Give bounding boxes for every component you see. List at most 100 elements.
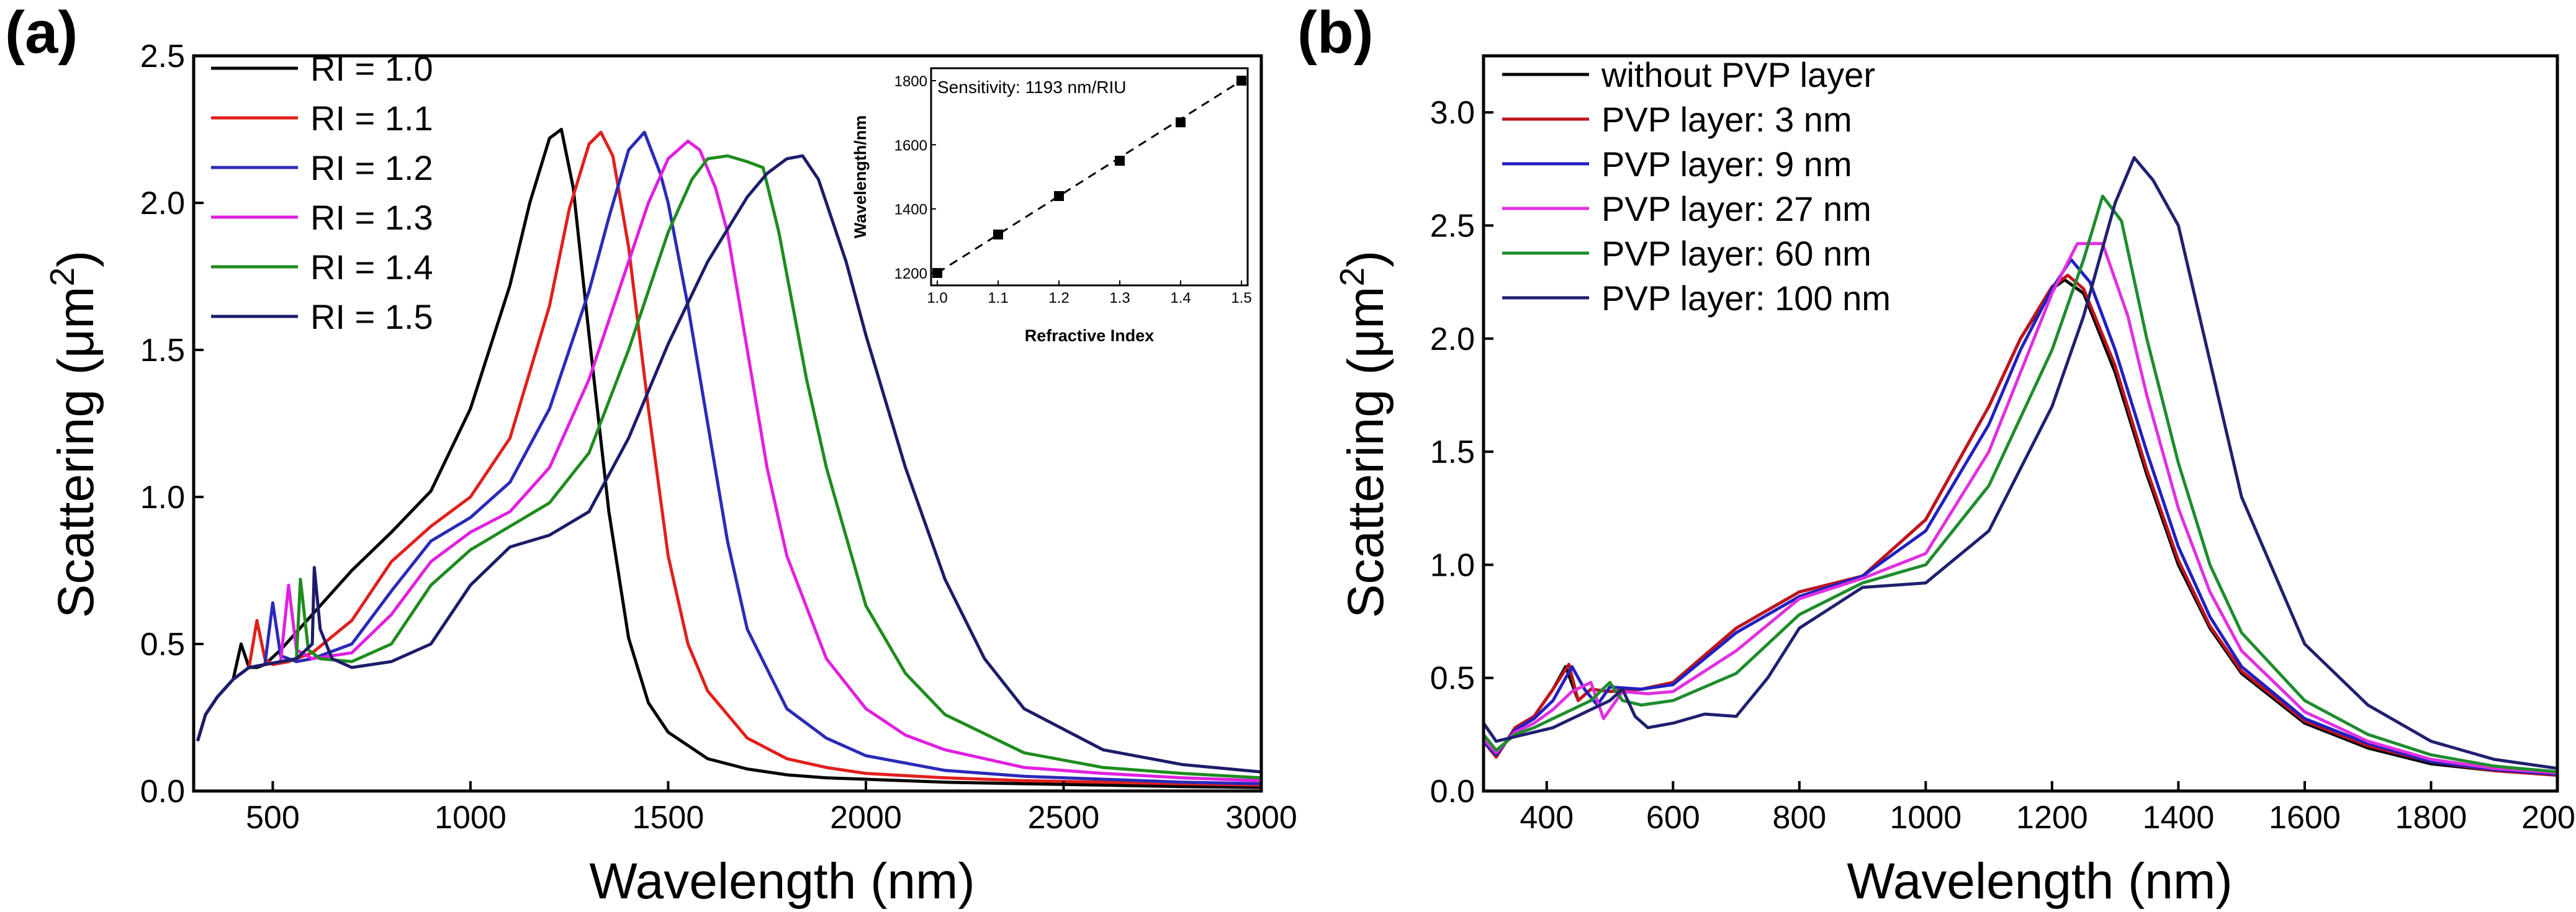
legend-label: RI = 1.5 [310, 297, 433, 336]
series-line-2 [1484, 257, 2557, 776]
inset-data-point [1236, 76, 1246, 86]
x-tick-label: 500 [246, 800, 300, 836]
panel-a-legend: RI = 1.0 RI = 1.1 RI = 1.2 RI = 1.3 RI =… [211, 49, 433, 336]
legend-label: RI = 1.1 [310, 99, 433, 138]
series-line-5 [196, 154, 1261, 774]
panel-b-plot-frame [1482, 54, 2559, 793]
inset-data-point [932, 268, 942, 278]
inset-data-point [1176, 117, 1186, 128]
inset-xlabel: Refractive Index [1025, 326, 1155, 345]
inset-x-tick-label: 1.1 [988, 290, 1008, 306]
panel-a-ylabel: Scattering (μm2) [43, 251, 104, 619]
panel-a-x-ticks: 500 1000 1500 2000 2500 3000 [246, 781, 1297, 836]
legend-entry-ri-1-2: RI = 1.2 [211, 148, 433, 187]
x-tick-label: 1800 [2395, 800, 2467, 836]
y-tick-label: 1.5 [140, 333, 185, 369]
y-tick-label: 0.0 [1430, 774, 1475, 810]
legend-entry-ri-1-0: RI = 1.0 [211, 49, 433, 88]
legend-label: RI = 1.0 [310, 49, 433, 88]
series-line-1 [1484, 274, 2557, 777]
panel-a-label: (a) [5, 0, 78, 66]
legend-label: without PVP layer [1601, 55, 1875, 94]
x-tick-label: 1400 [2143, 800, 2215, 836]
legend-label: PVP layer: 3 nm [1601, 100, 1852, 139]
legend-entry-pvp-60nm: PVP layer: 60 nm [1502, 234, 1871, 273]
legend-label: PVP layer: 9 nm [1601, 145, 1852, 184]
panel-a: (a) Scattering (μm2) Wavelength (nm) 500… [5, 0, 1297, 910]
inset-points [932, 76, 1246, 278]
y-tick-label: 0.5 [1430, 661, 1475, 697]
y-tick-label: 1.5 [1430, 434, 1475, 470]
inset-data-point [1054, 191, 1064, 201]
panel-b-ylabel: Scattering (μm2) [1333, 251, 1394, 619]
legend-entry-pvp-27nm: PVP layer: 27 nm [1502, 189, 1871, 228]
x-tick-label: 2500 [1028, 800, 1100, 836]
x-tick-label: 600 [1646, 800, 1700, 836]
y-tick-label: 2.5 [140, 38, 185, 74]
x-tick-label: 1500 [633, 800, 705, 836]
legend-entry-ri-1-1: RI = 1.1 [211, 99, 433, 138]
legend-entry-without-pvp: without PVP layer [1502, 55, 1875, 94]
legend-entry-pvp-100nm: PVP layer: 100 nm [1502, 279, 1891, 318]
panel-a-plot-frame [192, 54, 1263, 793]
x-tick-label: 2000 [830, 800, 902, 836]
panel-b-legend: without PVP layer PVP layer: 3 nm PVP la… [1502, 55, 1891, 318]
y-tick-label: 1.0 [140, 480, 185, 516]
panel-b-xlabel: Wavelength (nm) [1847, 853, 2232, 910]
y-tick-label: 0.5 [140, 627, 185, 663]
legend-entry-pvp-9nm: PVP layer: 9 nm [1502, 145, 1852, 184]
inset-frame [930, 67, 1249, 287]
panel-b: (b) Scattering (μm2) Wavelength (nm) 400… [1297, 0, 2576, 910]
series-line-1 [196, 130, 1261, 787]
inset-y-tick-label: 1800 [894, 73, 927, 90]
legend-label: PVP layer: 100 nm [1601, 279, 1891, 318]
panel-a-plot-clip [196, 128, 1261, 789]
series-line-3 [196, 140, 1261, 782]
series-line-2 [196, 130, 1261, 785]
inset-y-tick-label: 1200 [894, 266, 927, 282]
x-tick-label: 400 [1520, 800, 1574, 836]
legend-label: RI = 1.3 [310, 198, 433, 237]
series-line-5 [1484, 156, 2557, 770]
legend-label: RI = 1.2 [310, 148, 433, 187]
inset-y-tick-label: 1600 [894, 137, 927, 154]
x-tick-label: 3000 [1225, 800, 1297, 836]
y-tick-label: 2.0 [140, 186, 185, 221]
legend-entry-ri-1-3: RI = 1.3 [211, 198, 433, 237]
inset-ylabel: Wavelength/nm [851, 115, 870, 239]
panel-a-y-ticks: 0.0 0.5 1.0 1.5 2.0 2.5 [140, 38, 204, 810]
inset-y-tick-label: 1400 [894, 202, 927, 218]
inset-x-tick-label: 1.3 [1109, 290, 1130, 306]
legend-entry-pvp-3nm: PVP layer: 3 nm [1502, 100, 1852, 139]
x-tick-label: 800 [1772, 800, 1826, 836]
inset-x-tick-label: 1.0 [927, 290, 947, 306]
series-line-3 [1484, 242, 2557, 775]
legend-label: RI = 1.4 [310, 248, 433, 287]
inset-data-point [1115, 156, 1125, 166]
x-tick-label: 2000 [2521, 800, 2576, 836]
series-line-0 [1484, 278, 2557, 777]
legend-entry-ri-1-5: RI = 1.5 [211, 297, 433, 336]
inset-annotation: Sensitivity: 1193 nm/RIU [937, 78, 1127, 97]
y-tick-label: 0.0 [140, 774, 185, 810]
panel-b-plot-clip [1484, 156, 2557, 777]
inset-x-tick-label: 1.4 [1170, 290, 1191, 306]
series-line-4 [1484, 194, 2557, 774]
x-tick-label: 1000 [1890, 800, 1962, 836]
panel-a-xlabel: Wavelength (nm) [589, 853, 975, 910]
x-tick-label: 1200 [2016, 800, 2088, 836]
inset-fit-line [937, 79, 1242, 274]
panel-a-series-group [196, 128, 1261, 789]
panel-a-inset: Sensitivity: 1193 nm/RIU Wavelength/nm R… [851, 67, 1252, 345]
inset-x-tick-label: 1.5 [1231, 290, 1251, 306]
y-tick-label: 1.0 [1430, 547, 1475, 583]
y-tick-label: 2.5 [1430, 208, 1475, 244]
legend-entry-ri-1-4: RI = 1.4 [211, 248, 433, 287]
y-tick-label: 2.0 [1430, 321, 1475, 357]
y-tick-label: 3.0 [1430, 95, 1475, 131]
panel-b-y-ticks: 0.0 0.5 1.0 1.5 2.0 2.5 3.0 [1430, 95, 1493, 810]
panel-b-series-group [1484, 156, 2557, 777]
inset-ticks: 1.0 1.1 1.2 1.3 1.4 1.5 1200 1400 1600 1800 [894, 73, 1252, 306]
legend-label: PVP layer: 60 nm [1601, 234, 1871, 273]
